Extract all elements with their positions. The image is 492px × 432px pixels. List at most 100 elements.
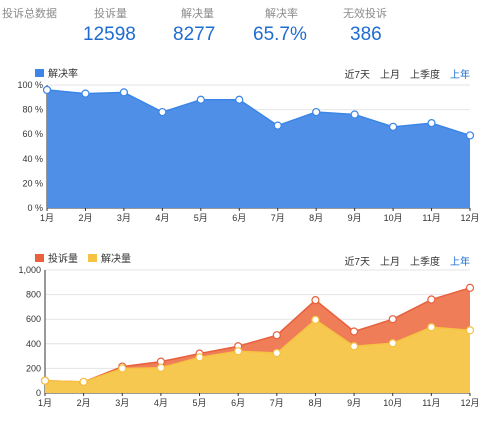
x-tick-label: 5月 — [194, 213, 208, 223]
point-rate — [465, 131, 475, 140]
point-rate — [81, 89, 90, 98]
y-tick-label: 0 % — [27, 203, 43, 213]
point-resolved — [79, 377, 88, 387]
stat-value-rate: 65.7% — [253, 24, 307, 45]
x-tick-label: 11月 — [422, 213, 440, 223]
stat-label-rate: 解决率 — [265, 8, 298, 20]
point-rate — [388, 122, 398, 131]
y-tick-label: 1,000 — [18, 265, 41, 275]
point-complaints — [427, 295, 436, 304]
stat-value-invalid: 386 — [350, 24, 382, 45]
stat-value-resolved: 8277 — [173, 24, 216, 45]
x-tick-label: 6月 — [232, 213, 246, 223]
point-resolved — [465, 326, 475, 335]
x-tick-label: 1月 — [38, 398, 52, 408]
stat-label-invalid: 无效投诉 — [343, 8, 387, 20]
x-tick-label: 9月 — [348, 213, 362, 223]
x-tick-label: 8月 — [309, 213, 323, 223]
point-resolved — [349, 342, 359, 351]
y-tick-label: 400 — [26, 339, 41, 349]
area-resolved — [45, 319, 470, 393]
legend-label-complaints: 投诉量 — [48, 254, 78, 265]
point-resolved — [40, 376, 50, 385]
point-complaints — [465, 283, 475, 292]
legend-swatch-resolved — [88, 253, 97, 262]
point-rate — [119, 88, 129, 97]
x-tick-label: 2月 — [78, 213, 92, 223]
point-rate — [196, 95, 205, 104]
chart1-range-tabs: 近7天 上月 上季度 上年 — [334, 66, 470, 81]
range-tab-7days-2[interactable]: 近7天 — [344, 257, 370, 268]
summary-title: 投诉总数据 — [2, 8, 57, 20]
y-tick-label: 80 % — [22, 105, 43, 115]
range-tab-last-year-2[interactable]: 上年 — [450, 257, 470, 268]
x-tick-label: 6月 — [231, 398, 245, 408]
x-tick-label: 4月 — [154, 398, 168, 408]
x-tick-label: 9月 — [347, 398, 361, 408]
range-tab-last-quarter[interactable]: 上季度 — [410, 70, 440, 81]
legend-swatch-complaints — [35, 253, 44, 262]
x-tick-label: 3月 — [117, 213, 131, 223]
point-rate — [312, 107, 321, 117]
chart2-legend: 投诉量 解决量 — [35, 250, 141, 265]
legend-item-rate[interactable]: 解决率 — [35, 65, 78, 80]
x-tick-label: 11月 — [422, 398, 440, 408]
range-tab-7days[interactable]: 近7天 — [344, 70, 370, 81]
stat-label-resolved: 解决量 — [181, 8, 214, 20]
point-complaints — [311, 296, 320, 305]
x-tick-label: 3月 — [115, 398, 129, 408]
x-tick-label: 7月 — [270, 398, 284, 408]
point-resolved — [118, 364, 127, 373]
chart2-range-tabs: 近7天 上月 上季度 上年 — [334, 253, 470, 268]
point-rate — [350, 110, 359, 119]
point-resolved — [311, 315, 320, 324]
point-complaints — [388, 315, 397, 324]
range-tab-last-year[interactable]: 上年 — [450, 70, 470, 81]
point-resolved — [388, 339, 397, 348]
range-tab-last-month[interactable]: 上月 — [380, 70, 400, 81]
x-tick-label: 7月 — [271, 213, 285, 223]
point-rate — [42, 85, 52, 95]
x-tick-label: 1月 — [40, 213, 54, 223]
range-tab-last-month-2[interactable]: 上月 — [380, 257, 400, 268]
x-tick-label: 12月 — [460, 398, 479, 408]
legend-item-resolved[interactable]: 解决量 — [88, 250, 131, 265]
stat-value-complaints: 12598 — [83, 24, 136, 45]
legend-label-rate: 解决率 — [48, 69, 78, 80]
y-tick-label: 0 — [36, 388, 41, 398]
point-complaints — [349, 327, 359, 336]
legend-label-resolved: 解决量 — [101, 254, 131, 265]
stat-label-complaints: 投诉量 — [94, 8, 127, 20]
legend-swatch-rate — [35, 68, 44, 77]
point-rate — [427, 119, 436, 128]
x-tick-label: 5月 — [193, 398, 207, 408]
y-tick-label: 20 % — [22, 178, 43, 188]
x-tick-label: 2月 — [77, 398, 91, 408]
x-tick-label: 10月 — [383, 398, 402, 408]
point-resolved — [195, 353, 204, 362]
y-tick-label: 40 % — [22, 154, 43, 164]
y-tick-label: 200 — [26, 363, 41, 373]
y-tick-label: 800 — [26, 290, 41, 300]
line-complaints — [44, 287, 471, 383]
x-tick-label: 10月 — [384, 213, 403, 223]
x-tick-label: 12月 — [460, 213, 479, 223]
point-resolved — [427, 323, 436, 332]
point-resolved — [272, 348, 281, 358]
point-resolved — [234, 347, 243, 356]
point-complaints — [272, 331, 281, 340]
point-rate — [158, 107, 167, 117]
chart1-legend: 解决率 — [35, 65, 88, 80]
x-tick-label: 4月 — [155, 213, 169, 223]
y-tick-label: 60 % — [22, 129, 43, 139]
point-resolved — [156, 363, 166, 372]
y-tick-label: 100 % — [17, 80, 43, 90]
summary-bar: 投诉总数据 投诉量 12598 解决量 8277 解决率 65.7% 无效投诉 … — [0, 0, 492, 50]
range-tab-last-quarter-2[interactable]: 上季度 — [410, 257, 440, 268]
line-resolved — [44, 318, 471, 383]
x-tick-label: 8月 — [308, 398, 322, 408]
legend-item-complaints[interactable]: 投诉量 — [35, 250, 78, 265]
line-rate — [46, 89, 471, 137]
